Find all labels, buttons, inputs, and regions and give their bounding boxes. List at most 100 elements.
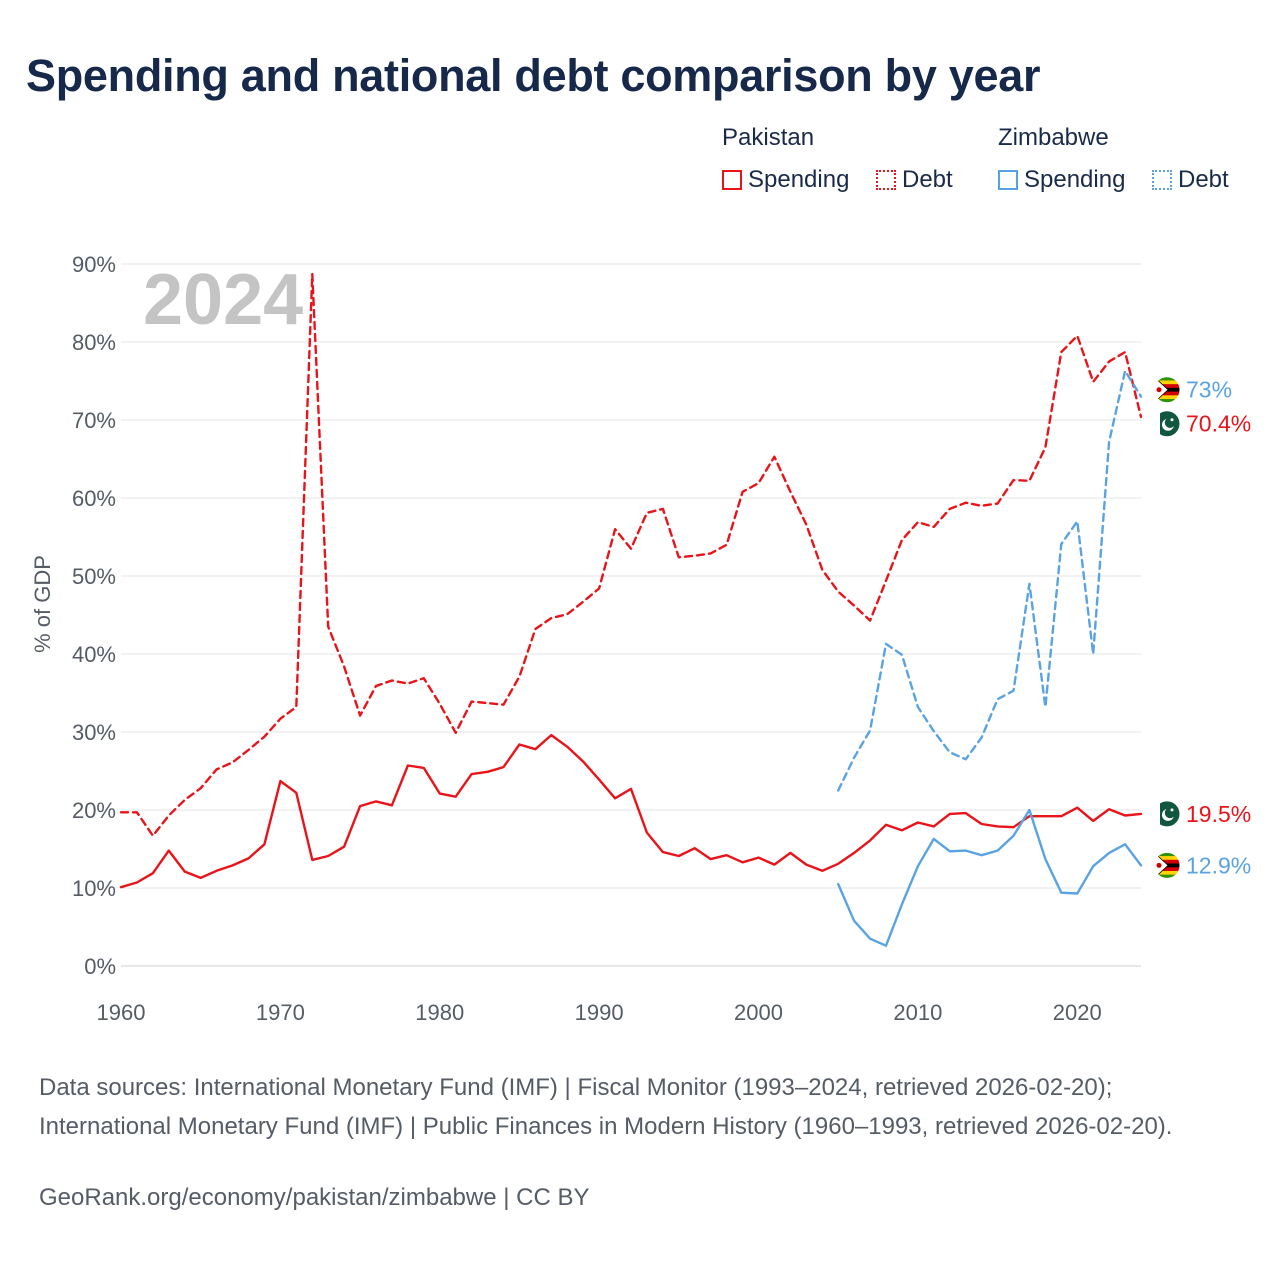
data-point-pakistan-debt[interactable]	[882, 577, 890, 585]
data-point-pakistan-spending[interactable]	[420, 764, 428, 772]
data-point-pakistan-spending[interactable]	[739, 858, 747, 866]
data-point-pakistan-debt[interactable]	[739, 488, 747, 496]
data-point-zimbabwe-spending[interactable]	[1137, 861, 1145, 869]
data-point-zimbabwe-debt[interactable]	[1105, 438, 1113, 446]
data-point-pakistan-spending[interactable]	[149, 869, 157, 877]
data-point-pakistan-debt[interactable]	[308, 270, 316, 278]
data-point-zimbabwe-debt[interactable]	[962, 755, 970, 763]
data-point-zimbabwe-debt[interactable]	[1041, 703, 1049, 711]
data-point-pakistan-debt[interactable]	[324, 623, 332, 631]
data-point-pakistan-spending[interactable]	[643, 829, 651, 837]
data-point-zimbabwe-debt[interactable]	[930, 727, 938, 735]
data-point-pakistan-spending[interactable]	[994, 822, 1002, 830]
data-point-zimbabwe-debt[interactable]	[1057, 540, 1065, 548]
credit-link[interactable]: GeoRank.org/economy/pakistan/zimbabwe | …	[39, 1184, 590, 1211]
data-point-pakistan-debt[interactable]	[962, 499, 970, 507]
data-point-pakistan-spending[interactable]	[388, 801, 396, 809]
data-point-zimbabwe-spending[interactable]	[1041, 855, 1049, 863]
data-point-pakistan-spending[interactable]	[515, 740, 523, 748]
data-point-pakistan-debt[interactable]	[675, 553, 683, 561]
data-point-zimbabwe-spending[interactable]	[962, 847, 970, 855]
data-point-pakistan-spending[interactable]	[882, 821, 890, 829]
data-point-pakistan-spending[interactable]	[627, 785, 635, 793]
data-point-pakistan-spending[interactable]	[324, 852, 332, 860]
data-point-pakistan-debt[interactable]	[994, 499, 1002, 507]
data-point-pakistan-debt[interactable]	[165, 811, 173, 819]
data-point-pakistan-spending[interactable]	[755, 854, 763, 862]
data-point-pakistan-debt[interactable]	[802, 521, 810, 529]
data-point-zimbabwe-debt[interactable]	[866, 726, 874, 734]
data-point-zimbabwe-debt[interactable]	[978, 733, 986, 741]
data-point-pakistan-spending[interactable]	[866, 836, 874, 844]
data-point-zimbabwe-spending[interactable]	[834, 880, 842, 888]
data-point-pakistan-debt[interactable]	[292, 703, 300, 711]
data-point-zimbabwe-debt[interactable]	[1121, 367, 1129, 375]
data-point-pakistan-debt[interactable]	[770, 453, 778, 461]
data-point-zimbabwe-spending[interactable]	[866, 935, 874, 943]
data-point-pakistan-debt[interactable]	[579, 598, 587, 606]
data-point-pakistan-debt[interactable]	[468, 698, 476, 706]
data-point-pakistan-spending[interactable]	[165, 847, 173, 855]
data-point-pakistan-debt[interactable]	[1105, 358, 1113, 366]
data-point-pakistan-spending[interactable]	[1057, 812, 1065, 820]
data-point-pakistan-debt[interactable]	[484, 699, 492, 707]
data-point-pakistan-debt[interactable]	[388, 677, 396, 685]
data-point-pakistan-spending[interactable]	[1121, 811, 1129, 819]
data-point-pakistan-debt[interactable]	[707, 549, 715, 557]
data-point-pakistan-spending[interactable]	[723, 851, 731, 859]
data-point-pakistan-spending[interactable]	[229, 861, 237, 869]
data-point-pakistan-spending[interactable]	[245, 854, 253, 862]
data-point-pakistan-spending[interactable]	[404, 762, 412, 770]
data-point-pakistan-debt[interactable]	[213, 765, 221, 773]
data-point-pakistan-debt[interactable]	[197, 784, 205, 792]
data-point-pakistan-spending[interactable]	[930, 822, 938, 830]
data-point-zimbabwe-spending[interactable]	[1025, 806, 1033, 814]
data-point-pakistan-spending[interactable]	[276, 777, 284, 785]
data-point-pakistan-debt[interactable]	[1041, 443, 1049, 451]
data-point-pakistan-debt[interactable]	[229, 758, 237, 766]
legend-item-pakistan-debt[interactable]: Debt	[876, 166, 953, 194]
data-point-pakistan-spending[interactable]	[340, 843, 348, 851]
data-point-zimbabwe-spending[interactable]	[898, 900, 906, 908]
data-point-pakistan-spending[interactable]	[260, 840, 268, 848]
data-point-zimbabwe-spending[interactable]	[978, 851, 986, 859]
data-point-zimbabwe-spending[interactable]	[1121, 840, 1129, 848]
data-point-pakistan-debt[interactable]	[452, 729, 460, 737]
data-point-zimbabwe-debt[interactable]	[850, 754, 858, 762]
data-point-pakistan-spending[interactable]	[659, 848, 667, 856]
data-point-pakistan-debt[interactable]	[850, 602, 858, 610]
data-point-zimbabwe-debt[interactable]	[1137, 393, 1145, 401]
data-point-pakistan-spending[interactable]	[213, 867, 221, 875]
data-point-zimbabwe-debt[interactable]	[898, 651, 906, 659]
data-point-pakistan-spending[interactable]	[547, 731, 555, 739]
data-point-zimbabwe-spending[interactable]	[1057, 889, 1065, 897]
data-point-zimbabwe-spending[interactable]	[850, 917, 858, 925]
data-point-zimbabwe-debt[interactable]	[914, 703, 922, 711]
data-point-zimbabwe-debt[interactable]	[834, 787, 842, 795]
series-line-pakistan-debt[interactable]	[119, 272, 1143, 837]
data-point-zimbabwe-spending[interactable]	[914, 862, 922, 870]
data-point-pakistan-debt[interactable]	[898, 536, 906, 544]
data-point-pakistan-debt[interactable]	[866, 616, 874, 624]
data-point-zimbabwe-debt[interactable]	[1010, 687, 1018, 695]
data-point-pakistan-debt[interactable]	[372, 682, 380, 690]
data-point-pakistan-spending[interactable]	[1089, 817, 1097, 825]
data-point-pakistan-debt[interactable]	[547, 614, 555, 622]
data-point-pakistan-spending[interactable]	[197, 874, 205, 882]
data-point-pakistan-spending[interactable]	[834, 860, 842, 868]
data-point-pakistan-spending[interactable]	[770, 861, 778, 869]
data-point-pakistan-spending[interactable]	[500, 763, 508, 771]
data-point-pakistan-debt[interactable]	[356, 712, 364, 720]
data-point-pakistan-spending[interactable]	[850, 849, 858, 857]
data-point-pakistan-debt[interactable]	[181, 796, 189, 804]
data-point-pakistan-spending[interactable]	[468, 770, 476, 778]
data-point-zimbabwe-spending[interactable]	[1105, 849, 1113, 857]
data-point-zimbabwe-debt[interactable]	[1025, 580, 1033, 588]
data-point-pakistan-spending[interactable]	[117, 883, 125, 891]
data-point-pakistan-spending[interactable]	[1137, 810, 1145, 818]
data-point-pakistan-debt[interactable]	[930, 523, 938, 531]
data-point-zimbabwe-spending[interactable]	[946, 847, 954, 855]
data-point-pakistan-spending[interactable]	[436, 790, 444, 798]
data-point-zimbabwe-debt[interactable]	[1089, 650, 1097, 658]
data-point-pakistan-spending[interactable]	[372, 797, 380, 805]
